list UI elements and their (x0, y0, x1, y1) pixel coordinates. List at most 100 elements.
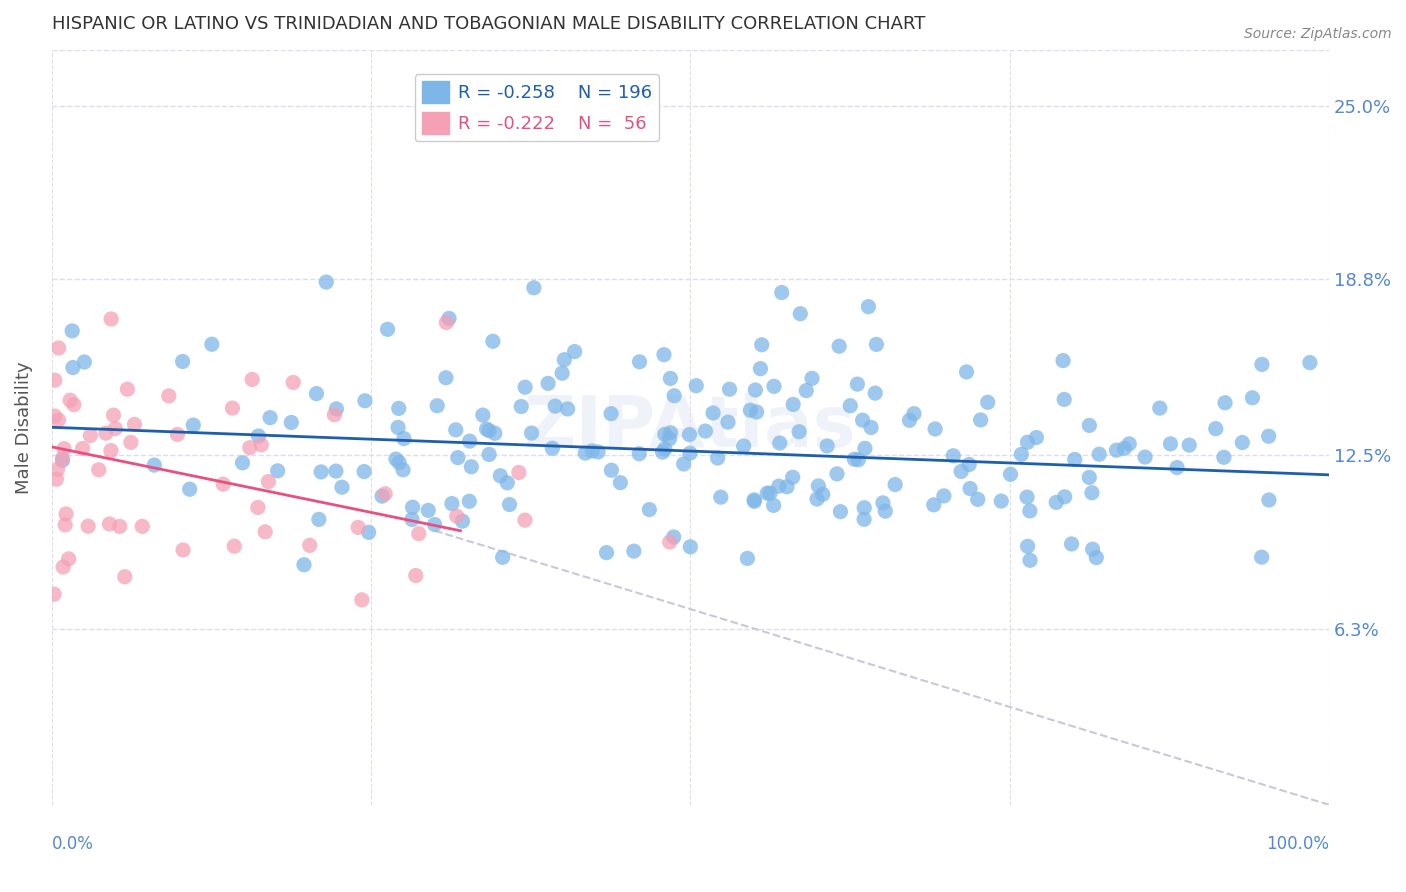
Hispanics or Latinos (1053, 490, 1076, 504)
Hispanics or Latinos (782, 397, 804, 411)
Hispanics or Latinos (990, 494, 1012, 508)
Hispanics or Latinos (1063, 452, 1085, 467)
Legend: R = -0.258    N = 196, R = -0.222    N =  56: R = -0.258 N = 196, R = -0.222 N = 56 (415, 74, 659, 142)
Trinidadians and Tobagonians (104, 421, 127, 435)
Hispanics or Latinos (762, 499, 785, 513)
Hispanics or Latinos (710, 490, 733, 504)
Trinidadians and Tobagonians (53, 517, 76, 532)
Trinidadians and Tobagonians (283, 376, 305, 390)
Hispanics or Latinos (1205, 422, 1227, 436)
Trinidadians and Tobagonians (63, 398, 86, 412)
Hispanics or Latinos (179, 482, 201, 496)
Trinidadians and Tobagonians (224, 539, 246, 553)
Trinidadians and Tobagonians (257, 475, 280, 489)
Hispanics or Latinos (966, 492, 988, 507)
Hispanics or Latinos (685, 378, 707, 392)
Hispanics or Latinos (950, 465, 973, 479)
Hispanics or Latinos (1060, 537, 1083, 551)
Trinidadians and Tobagonians (48, 341, 70, 355)
Hispanics or Latinos (1015, 490, 1038, 504)
Hispanics or Latinos (922, 498, 945, 512)
Hispanics or Latinos (523, 281, 546, 295)
Trinidadians and Tobagonians (157, 389, 180, 403)
Hispanics or Latinos (737, 551, 759, 566)
Hispanics or Latinos (768, 479, 790, 493)
Hispanics or Latinos (510, 400, 533, 414)
Hispanics or Latinos (839, 399, 862, 413)
Hispanics or Latinos (744, 383, 766, 397)
Hispanics or Latinos (325, 464, 347, 478)
Trinidadians and Tobagonians (298, 538, 321, 552)
Trinidadians and Tobagonians (42, 587, 65, 601)
Hispanics or Latinos (825, 467, 848, 481)
Hispanics or Latinos (1085, 550, 1108, 565)
Hispanics or Latinos (1000, 467, 1022, 482)
Hispanics or Latinos (853, 512, 876, 526)
Hispanics or Latinos (491, 550, 513, 565)
Hispanics or Latinos (787, 425, 810, 439)
Hispanics or Latinos (551, 366, 574, 380)
Trinidadians and Tobagonians (172, 543, 194, 558)
Hispanics or Latinos (1257, 429, 1279, 443)
Hispanics or Latinos (1081, 485, 1104, 500)
Hispanics or Latinos (811, 487, 834, 501)
Hispanics or Latinos (544, 399, 567, 413)
Hispanics or Latinos (387, 420, 409, 434)
Hispanics or Latinos (388, 456, 411, 470)
Hispanics or Latinos (1149, 401, 1171, 416)
Hispanics or Latinos (756, 486, 779, 500)
Trinidadians and Tobagonians (131, 519, 153, 533)
Text: 0.0%: 0.0% (52, 835, 94, 853)
Hispanics or Latinos (325, 401, 347, 416)
Trinidadians and Tobagonians (374, 487, 396, 501)
Hispanics or Latinos (247, 429, 270, 443)
Hispanics or Latinos (315, 275, 337, 289)
Hispanics or Latinos (600, 463, 623, 477)
Hispanics or Latinos (475, 422, 498, 436)
Hispanics or Latinos (434, 370, 457, 384)
Hispanics or Latinos (957, 458, 980, 472)
Hispanics or Latinos (489, 468, 512, 483)
Hispanics or Latinos (638, 502, 661, 516)
Trinidadians and Tobagonians (108, 519, 131, 533)
Hispanics or Latinos (537, 376, 560, 391)
Hispanics or Latinos (1178, 438, 1201, 452)
Hispanics or Latinos (745, 405, 768, 419)
Hispanics or Latinos (717, 415, 740, 429)
Hispanics or Latinos (1081, 542, 1104, 557)
Trinidadians and Tobagonians (44, 409, 66, 423)
Hispanics or Latinos (371, 489, 394, 503)
Hispanics or Latinos (662, 530, 685, 544)
Trinidadians and Tobagonians (658, 535, 681, 549)
Hispanics or Latinos (853, 442, 876, 456)
Text: Source: ZipAtlas.com: Source: ZipAtlas.com (1244, 27, 1392, 41)
Hispanics or Latinos (498, 498, 520, 512)
Trinidadians and Tobagonians (72, 442, 94, 456)
Hispanics or Latinos (1166, 460, 1188, 475)
Hispanics or Latinos (564, 344, 586, 359)
Hispanics or Latinos (853, 500, 876, 515)
Hispanics or Latinos (609, 475, 631, 490)
Hispanics or Latinos (672, 457, 695, 471)
Trinidadians and Tobagonians (124, 417, 146, 432)
Hispanics or Latinos (330, 480, 353, 494)
Hispanics or Latinos (1212, 450, 1234, 465)
Trinidadians and Tobagonians (508, 466, 530, 480)
Hispanics or Latinos (898, 413, 921, 427)
Y-axis label: Male Disability: Male Disability (15, 361, 32, 493)
Hispanics or Latinos (1045, 495, 1067, 509)
Trinidadians and Tobagonians (98, 516, 121, 531)
Hispanics or Latinos (292, 558, 315, 572)
Hispanics or Latinos (807, 479, 830, 493)
Trinidadians and Tobagonians (347, 520, 370, 534)
Hispanics or Latinos (628, 355, 651, 369)
Hispanics or Latinos (679, 446, 702, 460)
Hispanics or Latinos (201, 337, 224, 351)
Trinidadians and Tobagonians (77, 519, 100, 533)
Hispanics or Latinos (860, 420, 883, 434)
Trinidadians and Tobagonians (117, 382, 139, 396)
Hispanics or Latinos (458, 434, 481, 449)
Trinidadians and Tobagonians (323, 408, 346, 422)
Trinidadians and Tobagonians (408, 526, 430, 541)
Hispanics or Latinos (659, 371, 682, 385)
